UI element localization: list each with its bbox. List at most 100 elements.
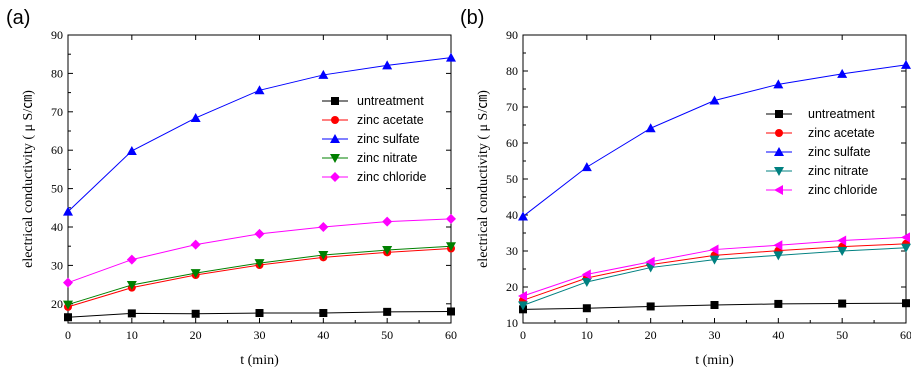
legend-marker <box>774 185 783 195</box>
legend-label: zinc nitrate <box>357 151 417 165</box>
data-point <box>645 123 656 133</box>
data-point <box>773 79 784 89</box>
data-point <box>447 307 455 316</box>
data-point <box>901 59 911 69</box>
panel-label: (a) <box>6 7 30 29</box>
x-tick-label: 30 <box>709 328 721 342</box>
data-point <box>126 280 137 290</box>
y-tick-label: 10 <box>506 316 518 330</box>
data-point <box>774 299 783 308</box>
data-point <box>901 243 911 253</box>
y-tick-label: 20 <box>51 297 63 311</box>
y-axis-title: electrical conductivity ( μ S/㎝) <box>476 90 491 268</box>
data-point <box>382 60 393 70</box>
y-axis-title: electrical conductivity ( μ S/㎝) <box>21 90 36 268</box>
data-point <box>126 145 137 155</box>
data-point <box>318 251 329 261</box>
data-point <box>319 309 328 318</box>
legend-marker <box>331 116 339 124</box>
y-tick-label: 40 <box>506 208 518 222</box>
series-zinc-acetate <box>64 244 455 311</box>
x-tick-label: 20 <box>645 328 657 342</box>
data-point <box>63 277 73 288</box>
y-tick-label: 90 <box>506 28 518 42</box>
data-point <box>318 69 329 79</box>
data-point <box>709 95 720 105</box>
x-tick-label: 50 <box>836 328 848 342</box>
data-point <box>126 254 137 265</box>
x-tick-label: 0 <box>520 328 526 342</box>
x-tick-label: 40 <box>317 328 329 342</box>
data-point <box>518 301 528 311</box>
data-point <box>581 269 591 280</box>
x-tick-label: 60 <box>900 328 911 342</box>
legend-marker <box>330 154 340 163</box>
data-point <box>190 269 201 279</box>
legend-marker <box>774 147 784 156</box>
panel-label: (b) <box>460 7 484 29</box>
x-tick-label: 50 <box>381 328 393 342</box>
data-point <box>64 313 72 322</box>
x-tick-label: 10 <box>581 328 593 342</box>
series-zinc-chloride <box>518 232 910 301</box>
data-point <box>837 68 848 78</box>
x-axis-title: t (min) <box>240 353 279 368</box>
legend-marker <box>330 134 340 143</box>
legend-label: zinc chloride <box>357 170 427 184</box>
data-point <box>581 277 592 287</box>
data-point <box>383 307 392 316</box>
legend-marker <box>330 172 340 182</box>
legend-label: zinc acetate <box>808 126 875 140</box>
y-tick-label: 30 <box>51 258 63 272</box>
data-point <box>709 244 719 255</box>
data-point <box>63 300 73 310</box>
data-point <box>382 216 393 227</box>
data-point <box>127 309 136 318</box>
data-point <box>190 239 201 250</box>
legend-label: zinc sulfate <box>357 132 420 146</box>
y-tick-label: 80 <box>506 64 518 78</box>
y-tick-label: 40 <box>51 220 63 234</box>
series-zinc-chloride <box>63 213 456 288</box>
y-tick-label: 60 <box>51 143 63 157</box>
data-point <box>901 232 910 243</box>
y-tick-label: 80 <box>51 66 63 80</box>
y-tick-label: 50 <box>51 182 63 196</box>
y-tick-label: 70 <box>51 105 63 119</box>
data-point <box>902 299 910 308</box>
series-untreatment <box>64 307 455 322</box>
legend-marker <box>775 110 783 118</box>
legend-marker <box>774 167 784 176</box>
data-point <box>582 304 591 313</box>
data-point <box>646 302 655 311</box>
data-point <box>710 301 719 309</box>
y-tick-label: 70 <box>506 100 518 114</box>
series-line <box>67 245 452 306</box>
data-point <box>837 235 847 246</box>
legend-label: untreatment <box>357 94 424 108</box>
legend-label: zinc sulfate <box>808 145 871 159</box>
x-axis-title: t (min) <box>695 353 734 368</box>
x-tick-label: 60 <box>445 328 457 342</box>
data-point <box>318 222 329 232</box>
x-tick-label: 20 <box>190 328 202 342</box>
series-line <box>67 248 452 308</box>
data-point <box>254 259 265 269</box>
data-point <box>773 251 784 261</box>
y-tick-label: 30 <box>506 244 518 258</box>
series-zinc-sulfate <box>63 52 456 216</box>
legend-label: zinc acetate <box>357 113 424 127</box>
data-point <box>446 52 456 62</box>
series-zinc-nitrate <box>63 242 456 310</box>
data-point <box>773 240 783 251</box>
data-point <box>254 85 265 95</box>
data-point <box>382 246 393 256</box>
legend-marker <box>331 97 339 105</box>
data-point <box>191 309 200 318</box>
data-point <box>446 242 456 252</box>
data-point <box>837 247 848 256</box>
data-point <box>190 112 201 122</box>
legend-label: zinc nitrate <box>808 164 868 178</box>
x-tick-label: 40 <box>772 328 784 342</box>
